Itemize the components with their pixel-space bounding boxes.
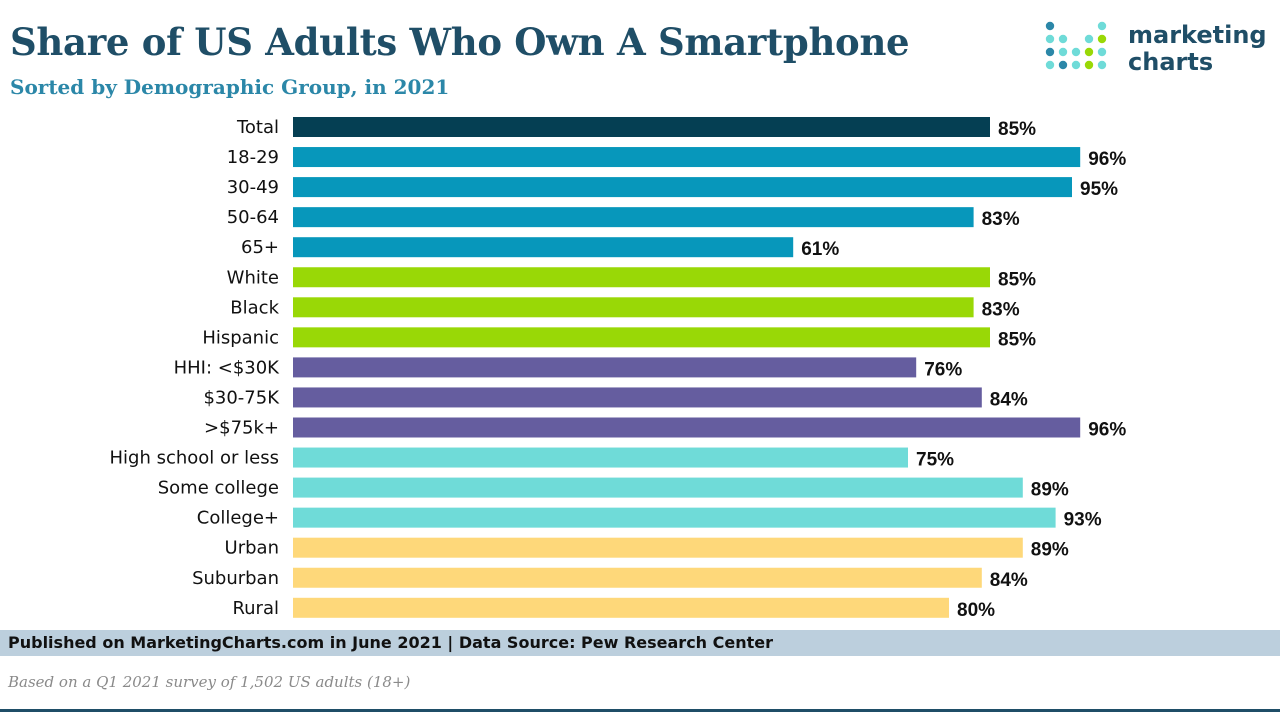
category-label: Suburban [192,568,279,589]
value-label: 84% [990,389,1028,410]
bar [293,297,974,318]
category-label: White [227,267,279,288]
bar [293,327,990,348]
category-label: HHI: <$30K [174,357,281,378]
bar [293,387,982,408]
value-label: 75% [916,450,954,471]
value-label: 85% [998,329,1036,350]
category-label: Some college [158,478,279,499]
category-label: 18-29 [227,147,279,168]
category-label: $30-75K [203,387,280,408]
bar [293,147,1081,168]
bar [293,537,1023,558]
value-label: 83% [982,209,1020,230]
survey-note: Based on a Q1 2021 survey of 1,502 US ad… [8,673,411,691]
category-label: 65+ [241,237,279,258]
bar [293,207,974,228]
bar [293,477,1023,498]
logo-line-1: marketing [1128,21,1267,49]
value-label: 96% [1088,420,1126,441]
category-label: Black [230,297,279,318]
value-label: 61% [801,239,839,260]
value-label: 85% [998,119,1036,140]
bar [293,447,908,468]
value-label: 80% [957,600,995,621]
chart-title: Share of US Adults Who Own A Smartphone [10,20,910,64]
bar [293,177,1072,198]
bar [293,267,990,288]
category-label: Total [236,117,279,138]
value-label: 96% [1088,149,1126,170]
bar-chart: Total 85% 18-29 96% 30-49 95% 50-64 83% 65+ 61% Wh… [110,117,1126,621]
bottom-rule [0,709,1280,712]
bar [293,567,982,588]
footer-bar: Published on MarketingCharts.com in June… [0,630,1280,656]
value-label: 85% [998,269,1036,290]
category-label: Hispanic [202,327,279,348]
bar [293,417,1081,438]
value-label: 95% [1080,179,1118,200]
bar [293,357,917,378]
value-label: 76% [924,359,962,380]
logo-line-2: charts [1128,48,1214,76]
category-label: Rural [232,598,279,619]
value-label: 84% [990,570,1028,591]
bar [293,117,990,137]
value-label: 93% [1064,510,1102,531]
category-label: 50-64 [227,207,279,228]
value-label: 89% [1031,540,1069,561]
category-label: College+ [197,508,279,529]
logo-wordmark: marketing charts [1128,22,1267,76]
category-label: >$75k+ [204,418,279,439]
marketingcharts-logo[interactable]: marketing charts [1044,20,1280,82]
bar [293,507,1056,528]
value-label: 89% [1031,480,1069,501]
logo-dots-icon [1045,21,1107,70]
footer-source: Published on MarketingCharts.com in June… [8,633,774,652]
value-label: 83% [982,299,1020,320]
category-label: 30-49 [227,177,279,198]
chart-subtitle: Sorted by Demographic Group, in 2021 [10,75,450,99]
category-label: Urban [225,538,279,559]
bar [293,597,949,618]
bar [293,237,794,258]
category-label: High school or less [110,448,280,469]
